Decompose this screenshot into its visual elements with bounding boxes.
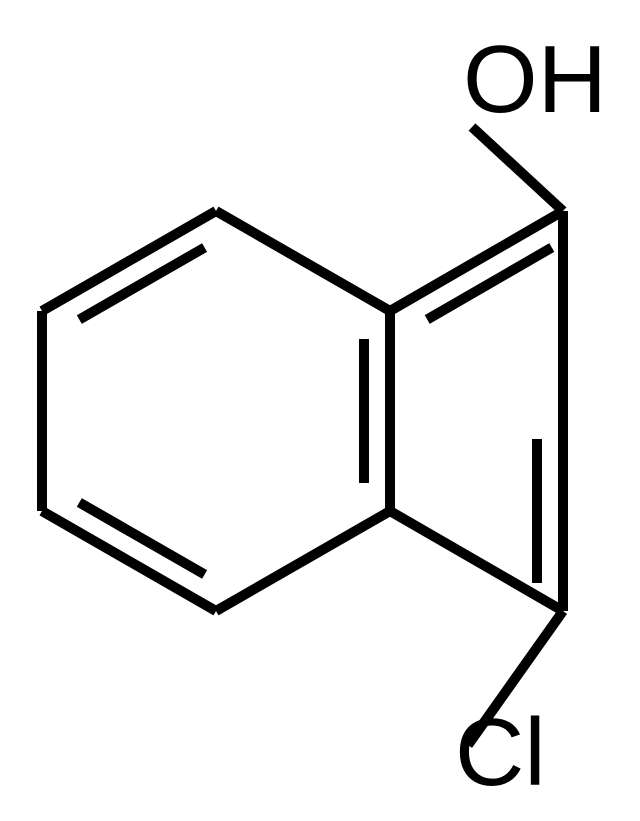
molecule-diagram: OH Cl: [0, 0, 640, 821]
bonds: [42, 127, 563, 745]
oh-label: OH: [463, 26, 607, 133]
bond: [216, 211, 390, 311]
bond: [216, 511, 390, 611]
atom-labels: OH Cl: [455, 26, 607, 806]
bond: [472, 127, 563, 211]
cl-label: Cl: [455, 699, 546, 806]
